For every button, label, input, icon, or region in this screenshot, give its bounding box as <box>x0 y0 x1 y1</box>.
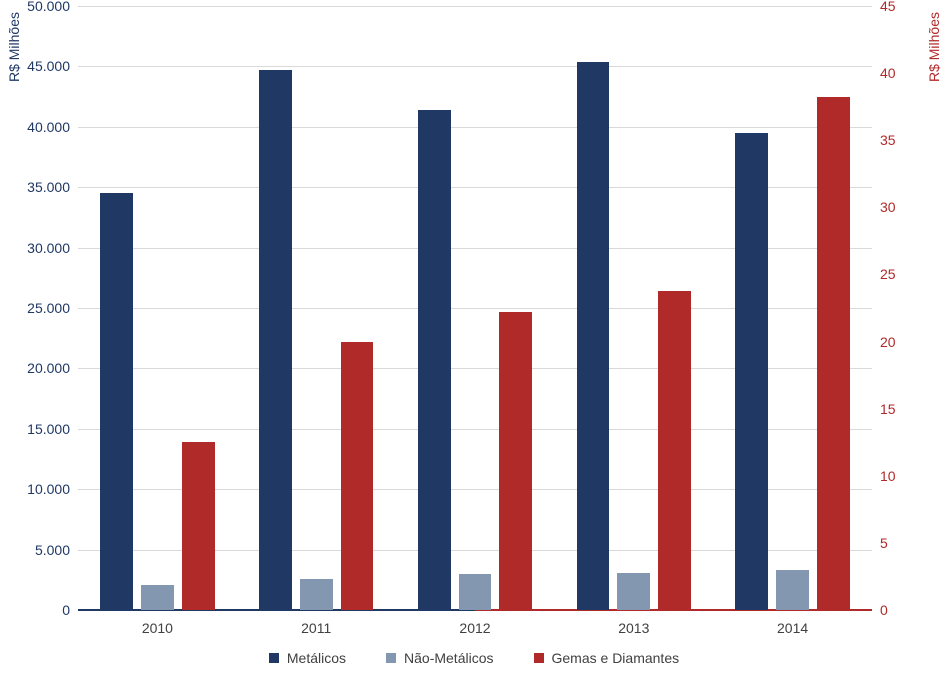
y-left-tick-label: 20.000 <box>27 361 70 375</box>
bar-metalicos <box>418 110 451 610</box>
bar-gemas <box>341 342 374 610</box>
bar-nao_metalicos <box>776 570 809 610</box>
y-right-tick-label: 30 <box>880 200 896 214</box>
y-right-tick-label: 10 <box>880 469 896 483</box>
legend-label: Metálicos <box>287 650 346 666</box>
y-right-tick-label: 45 <box>880 0 896 13</box>
bar-gemas <box>817 97 850 610</box>
x-tick-label: 2011 <box>301 620 331 636</box>
y-right-tick-label: 25 <box>880 267 896 281</box>
bar-nao_metalicos <box>617 573 650 610</box>
x-tick-label: 2013 <box>618 620 649 636</box>
y-axis-left-title: R$ Milhões <box>6 12 22 82</box>
legend-swatch <box>534 653 544 663</box>
y-left-tick-label: 10.000 <box>27 482 70 496</box>
bar-nao_metalicos <box>300 579 333 610</box>
legend-swatch <box>386 653 396 663</box>
y-left-tick-label: 30.000 <box>27 241 70 255</box>
y-right-tick-label: 15 <box>880 402 896 416</box>
legend-swatch <box>269 653 279 663</box>
bar-metalicos <box>735 133 768 610</box>
x-tick-label: 2014 <box>777 620 808 636</box>
gridline <box>78 66 872 67</box>
legend-label: Gemas e Diamantes <box>552 650 680 666</box>
y-right-tick-label: 35 <box>880 133 896 147</box>
bar-nao_metalicos <box>459 574 492 610</box>
legend-label: Não-Metálicos <box>404 650 493 666</box>
bar-metalicos <box>259 70 292 610</box>
y-left-tick-label: 15.000 <box>27 422 70 436</box>
y-right-tick-label: 40 <box>880 66 896 80</box>
bar-nao_metalicos <box>141 585 174 610</box>
y-right-tick-label: 20 <box>880 335 896 349</box>
y-left-tick-label: 40.000 <box>27 120 70 134</box>
bar-metalicos <box>100 193 133 610</box>
bar-gemas <box>658 291 691 610</box>
y-left-tick-label: 25.000 <box>27 301 70 315</box>
legend-item-metalicos: Metálicos <box>269 650 346 666</box>
legend-item-gemas: Gemas e Diamantes <box>534 650 680 666</box>
x-tick-label: 2012 <box>459 620 490 636</box>
gridline <box>78 6 872 7</box>
bar-gemas <box>182 442 215 610</box>
plot-area <box>78 6 872 610</box>
bar-metalicos <box>577 62 610 610</box>
y-left-tick-label: 0 <box>62 603 70 617</box>
y-left-tick-label: 50.000 <box>27 0 70 13</box>
chart-root: R$ Milhões R$ Milhões 0 5.000 10.000 15.000… <box>0 0 948 675</box>
bar-gemas <box>499 312 532 610</box>
legend: Metálicos Não-Metálicos Gemas e Diamantes <box>0 650 948 666</box>
y-left-tick-label: 35.000 <box>27 180 70 194</box>
gridline <box>78 127 872 128</box>
x-tick-label: 2010 <box>142 620 173 636</box>
legend-item-nao_metalicos: Não-Metálicos <box>386 650 493 666</box>
y-left-tick-label: 5.000 <box>35 543 70 557</box>
y-right-tick-label: 0 <box>880 603 888 617</box>
y-right-tick-label: 5 <box>880 536 888 550</box>
y-axis-right-title: R$ Milhões <box>926 12 942 82</box>
y-left-tick-label: 45.000 <box>27 59 70 73</box>
